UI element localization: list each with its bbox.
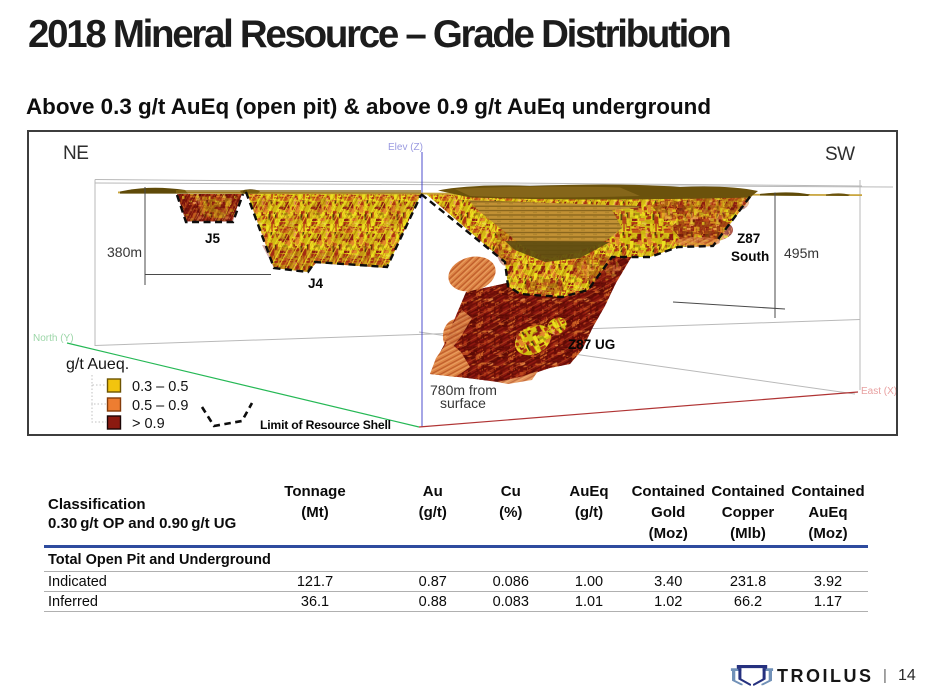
svg-text:Z87: Z87 xyxy=(737,231,760,246)
svg-text:Limit of Resource Shell: Limit of Resource Shell xyxy=(260,418,391,432)
svg-text:East (X): East (X) xyxy=(861,386,896,397)
svg-text:NE: NE xyxy=(63,143,88,164)
svg-text:495m: 495m xyxy=(784,245,819,261)
svg-text:North (Y): North (Y) xyxy=(33,333,74,344)
svg-text:surface: surface xyxy=(440,395,486,411)
svg-text:0.3 – 0.5: 0.3 – 0.5 xyxy=(132,379,188,395)
svg-text:J5: J5 xyxy=(205,231,221,246)
svg-text:Elev (Z): Elev (Z) xyxy=(388,142,423,153)
svg-text:Z87 UG: Z87 UG xyxy=(568,337,615,352)
svg-text:g/t Aueq.: g/t Aueq. xyxy=(66,356,129,373)
svg-text:J4: J4 xyxy=(308,276,324,291)
svg-text:South: South xyxy=(731,249,769,264)
svg-text:> 0.9: > 0.9 xyxy=(132,416,165,432)
svg-text:SW: SW xyxy=(825,144,855,165)
svg-text:780m from: 780m from xyxy=(430,382,497,398)
svg-text:0.5 – 0.9: 0.5 – 0.9 xyxy=(132,398,188,414)
svg-text:380m: 380m xyxy=(107,244,142,260)
